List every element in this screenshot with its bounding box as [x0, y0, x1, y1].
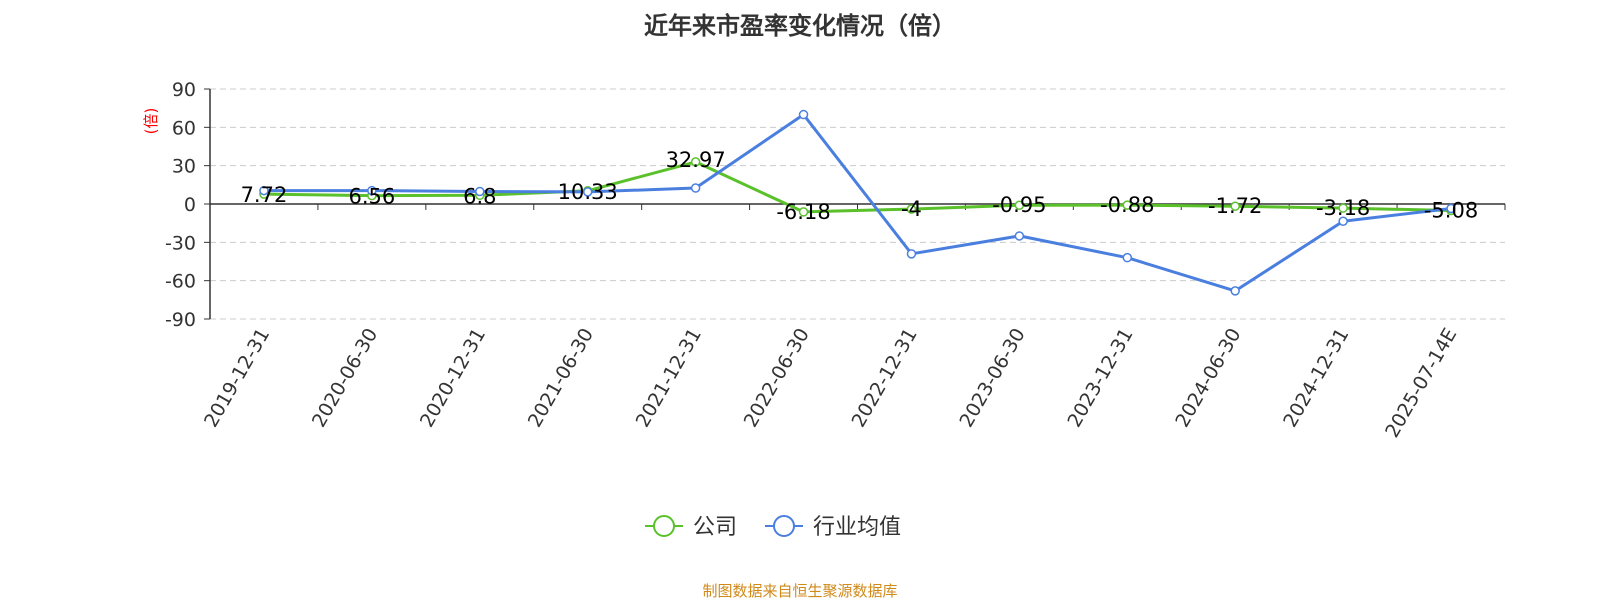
chart-title: 近年来市盈率变化情况（倍） — [644, 12, 956, 40]
data-point — [1230, 201, 1240, 211]
data-point — [1122, 200, 1133, 210]
line-chart: 90 60 30 0 -30 -60 -90 (倍) 2019-12-31 2020-06-30 2… — [142, 79, 1506, 540]
data-label: -1.72 — [1208, 194, 1262, 218]
data-point — [1446, 203, 1456, 214]
legend-label: 行业均值 — [813, 515, 901, 540]
x-tick-label: 2024-06-30 — [1171, 325, 1245, 432]
data-label: 32.97 — [666, 148, 726, 172]
data-point — [1338, 216, 1348, 226]
data-point — [906, 249, 917, 259]
x-tick-label: 2021-06-30 — [524, 325, 598, 432]
legend-marker — [653, 515, 675, 537]
y-tick-label: 90 — [172, 79, 196, 101]
x-tick-label: 2023-12-31 — [1063, 325, 1137, 432]
y-tick-label: 30 — [172, 156, 196, 178]
y-axis-label: (倍) — [142, 108, 160, 135]
data-label: -6.18 — [776, 200, 830, 224]
series-line — [264, 113, 1452, 293]
data-label: 6.56 — [348, 185, 395, 209]
data-point — [906, 204, 917, 214]
x-tick-label: 2021-12-31 — [632, 325, 706, 432]
x-tick-label: 2024-12-31 — [1279, 325, 1353, 432]
data-point — [798, 207, 809, 217]
x-tick-label: 2022-12-31 — [848, 324, 922, 431]
x-tick-label: 2019-12-31 — [200, 325, 274, 432]
data-point — [690, 183, 701, 193]
data-point — [259, 185, 269, 196]
y-tick-label: 60 — [172, 117, 196, 139]
x-tick-label: 2023-06-30 — [955, 325, 1029, 432]
y-tick-label: -90 — [165, 309, 196, 331]
data-label: -3.18 — [1316, 196, 1370, 220]
y-tick-label: -30 — [165, 232, 196, 254]
data-label: -5.08 — [1424, 198, 1478, 222]
data-label: -4 — [901, 197, 922, 221]
x-tick-label: 2022-06-30 — [740, 325, 814, 432]
legend-marker — [773, 515, 795, 537]
x-tick-label: 2020-06-30 — [308, 325, 382, 432]
data-label: -0.95 — [992, 193, 1046, 217]
data-point — [475, 186, 485, 197]
data-point — [582, 187, 593, 197]
x-tick-label: 2025-07-14E — [1381, 325, 1461, 442]
legend-label: 公司 — [693, 515, 737, 540]
data-label: 10.33 — [558, 180, 618, 204]
data-point — [1338, 203, 1348, 213]
data-point — [367, 185, 377, 196]
y-tick-label: 0 — [184, 194, 196, 216]
data-point — [1014, 231, 1025, 241]
source-note: 制图数据来自恒生聚源数据库 — [702, 582, 898, 600]
data-point — [1122, 252, 1133, 263]
data-point — [1014, 200, 1025, 210]
data-label: 6.8 — [463, 184, 496, 208]
data-label: -0.88 — [1100, 193, 1154, 217]
series-line — [263, 160, 1452, 214]
y-tick-label: -60 — [165, 271, 196, 293]
data-point — [690, 157, 701, 167]
data-label: 7.72 — [241, 183, 288, 207]
data-point — [798, 109, 809, 120]
data-point — [1230, 286, 1240, 296]
x-tick-label: 2020-12-31 — [416, 324, 490, 431]
